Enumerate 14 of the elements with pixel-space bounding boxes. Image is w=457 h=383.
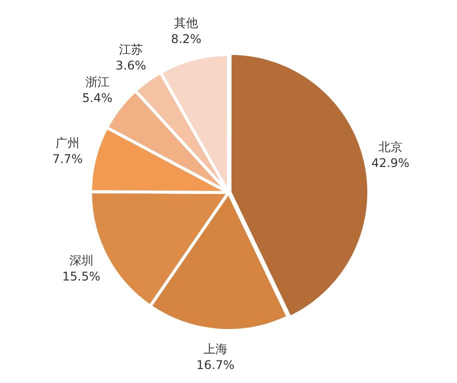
data-label: 7.7% [52,152,83,166]
data-label: 15.5% [62,269,100,284]
slice-label: 深圳 [69,253,94,268]
data-label: 16.7% [196,358,235,372]
slice-label: 北京 [378,140,402,154]
slice-label: 江苏 [118,42,143,56]
slice-label: 其他 [174,16,198,30]
data-label: 5.4% [82,90,113,105]
slice-label: 广州 [56,136,80,150]
slice-label: 上海 [203,342,228,356]
data-label: 42.9% [371,156,410,170]
slice-label: 浙江 [85,74,110,89]
data-label: 8.2% [170,32,202,46]
data-label: 3.6% [116,58,146,72]
